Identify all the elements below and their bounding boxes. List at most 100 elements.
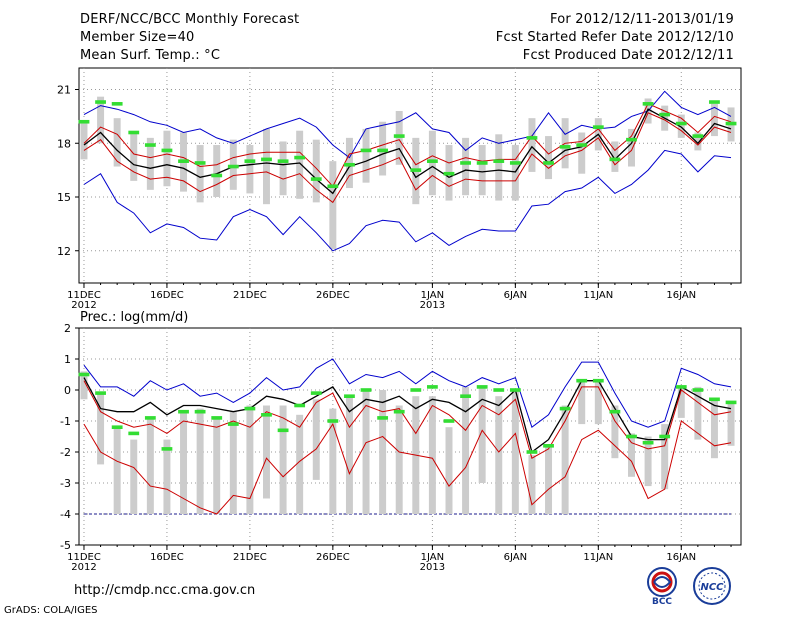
bcc-logo-text: BCC — [652, 597, 672, 606]
prec-spread-bar — [213, 417, 221, 514]
temp-observed-mark — [426, 159, 438, 163]
ncc-logo: NCC — [693, 567, 731, 605]
prec-observed-mark — [526, 450, 538, 454]
temp-xtick-label: 6JAN — [504, 290, 527, 301]
temp-observed-mark — [443, 171, 455, 176]
prec-spread-bar — [196, 408, 204, 514]
prec-observed-mark — [111, 425, 123, 429]
temp-plot-frame — [78, 67, 742, 284]
prec-observed-mark — [144, 416, 156, 420]
chart-title: DERF/NCC/BCC Monthly Forecast — [80, 12, 300, 27]
temp-xtick-label: 26DEC — [316, 290, 350, 301]
temp-observed-mark — [310, 177, 322, 181]
temp-spread-bar — [677, 114, 685, 138]
prec-observed-mark — [509, 388, 521, 392]
temp-series-max — [83, 90, 732, 159]
temp-xtick-label: 1JAN — [421, 290, 444, 301]
temp-observed-mark — [211, 173, 223, 178]
temp-observed-mark — [393, 134, 405, 138]
prec-observed-mark — [310, 391, 322, 395]
prec-observed-mark — [294, 403, 306, 408]
prec-spread-bar — [495, 396, 503, 514]
prec-xtick-year: 2013 — [420, 562, 445, 573]
prec-spread-bar — [428, 396, 436, 514]
temp-spread-bar — [146, 137, 154, 190]
prec-spread-bar — [345, 396, 353, 514]
variable-label: Mean Surf. Temp.: °C — [80, 48, 221, 63]
prec-observed-mark — [626, 434, 637, 439]
prec-observed-mark — [360, 388, 372, 392]
temp-observed-mark — [327, 184, 339, 189]
prec-spread-bar — [628, 433, 635, 477]
temp-spread-bar — [710, 103, 718, 137]
prec-spread-bar — [395, 405, 403, 514]
produced-date: Fcst Produced Date 2012/12/11 — [522, 48, 734, 63]
prec-observed-mark — [592, 378, 604, 383]
prec-spread-bar — [379, 390, 387, 514]
prec-spread-bar — [130, 439, 138, 514]
prec-observed-mark — [609, 409, 621, 414]
source-url[interactable]: http://cmdp.ncc.cma.gov.cn — [74, 583, 256, 598]
prec-spread-bar — [97, 393, 105, 465]
prec-spread-bar — [113, 427, 121, 514]
prec-series-mean — [83, 377, 732, 454]
temp-observed-mark — [493, 159, 505, 163]
bcc-logo: BCC — [647, 567, 677, 606]
prec-ytick-label: 2 — [64, 322, 71, 335]
temp-spread-bar — [113, 118, 121, 167]
prec-observed-mark — [659, 434, 671, 439]
temp-xtick-label: 21DEC — [233, 290, 267, 301]
temp-observed-mark — [692, 134, 704, 138]
prec-spread-bar — [578, 380, 586, 425]
temp-xtick-label: 11DEC — [67, 290, 101, 301]
prec-spread-bar — [644, 436, 652, 487]
prec-spread-bar — [677, 386, 685, 418]
prec-ytick-label: 0 — [64, 384, 71, 397]
prec-xtick-label: 11JAN — [583, 552, 613, 563]
prec-observed-mark — [443, 419, 455, 423]
temp-series-min — [83, 149, 732, 252]
prec-spread-bar — [710, 399, 718, 459]
prec-spread-bar — [694, 386, 702, 440]
temp-observed-mark — [460, 161, 471, 165]
prec-spread-bar — [262, 405, 270, 499]
prec-plot-frame — [78, 327, 742, 546]
prec-observed-mark — [211, 416, 223, 420]
prec-spread-bar — [462, 386, 470, 514]
temp-observed-mark — [725, 121, 737, 126]
prec-observed-mark — [709, 397, 720, 402]
temp-xtick-year: 2013 — [420, 300, 445, 311]
temp-spread-bar — [213, 145, 221, 197]
prec-observed-mark — [476, 385, 488, 389]
temp-observed-mark — [642, 102, 654, 106]
temp-observed-mark — [178, 159, 189, 163]
prec-observed-mark — [410, 388, 422, 392]
prec-spread-bar — [362, 390, 370, 514]
temp-observed-mark — [626, 137, 637, 142]
temp-observed-mark — [344, 162, 355, 167]
temp-observed-mark — [277, 159, 289, 163]
grads-credit: GrADS: COLA/IGES — [4, 605, 98, 616]
temp-observed-mark — [675, 121, 687, 126]
temp-spread-bar — [628, 128, 635, 167]
prec-xtick-label: 1JAN — [421, 552, 444, 563]
temp-spread-bar — [611, 141, 619, 172]
temp-spread-bar — [462, 137, 470, 196]
prec-observed-mark — [327, 419, 339, 423]
temp-series-lower — [83, 112, 732, 204]
prec-spread-bar — [80, 371, 88, 400]
prec-ytick-label: 1 — [64, 353, 71, 366]
temp-observed-mark — [609, 157, 621, 162]
temp-spread-bar — [80, 123, 88, 160]
temp-spread-bar — [296, 130, 304, 199]
temp-observed-mark — [261, 157, 272, 162]
temp-observed-mark — [244, 159, 256, 163]
prec-observed-mark — [78, 372, 90, 377]
prec-spread-bar — [561, 405, 569, 514]
temp-xtick-label: 11JAN — [583, 290, 613, 301]
temp-observed-mark — [161, 148, 173, 153]
temp-spread-bar — [545, 136, 553, 180]
temp-series-upper — [83, 103, 732, 188]
